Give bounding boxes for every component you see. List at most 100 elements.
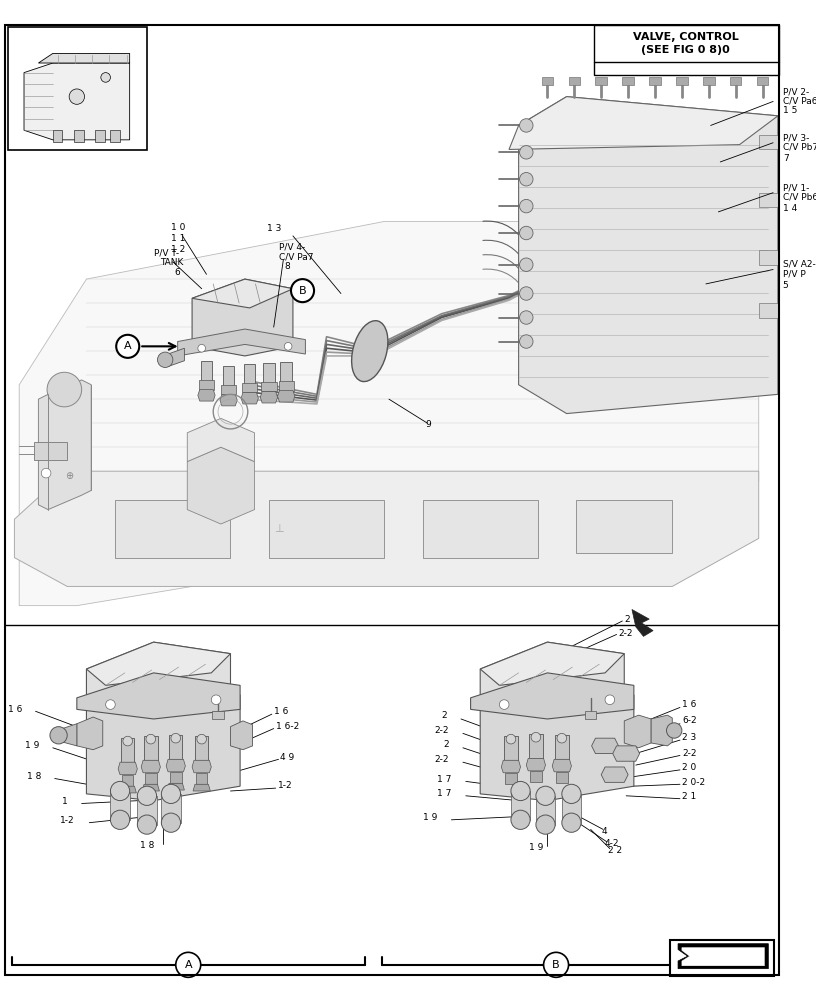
Polygon shape [624, 715, 651, 748]
Bar [199, 380, 214, 390]
Bar [504, 736, 517, 760]
Text: P/V 3-: P/V 3- [783, 133, 809, 142]
Bar [556, 772, 568, 783]
Text: 1 4: 1 4 [783, 204, 797, 213]
Bar [53, 130, 63, 142]
Polygon shape [277, 391, 295, 402]
Circle shape [162, 784, 180, 803]
Polygon shape [38, 380, 91, 510]
Bar [162, 794, 180, 823]
Circle shape [557, 733, 566, 743]
Bar [585, 711, 596, 719]
Text: 4: 4 [601, 827, 607, 836]
Circle shape [197, 734, 206, 744]
Bar [212, 711, 224, 719]
Polygon shape [651, 715, 672, 746]
Text: C/V Pa6: C/V Pa6 [783, 97, 816, 106]
Text: ⊕: ⊕ [65, 471, 73, 481]
Polygon shape [509, 97, 778, 149]
Circle shape [162, 813, 180, 832]
Circle shape [291, 279, 314, 302]
Polygon shape [77, 717, 103, 750]
Bar [7, 27, 147, 150]
Circle shape [520, 199, 533, 213]
Polygon shape [86, 642, 230, 685]
Bar [759, 303, 778, 318]
Bar [650, 77, 661, 85]
Circle shape [137, 786, 157, 805]
Circle shape [171, 733, 180, 743]
Bar [562, 794, 581, 823]
Text: TANK: TANK [161, 258, 184, 267]
Bar [542, 77, 553, 85]
Bar [121, 738, 135, 762]
Bar [596, 77, 607, 85]
Text: P/V 1-: P/V 1- [783, 183, 809, 192]
Text: 2 2: 2 2 [608, 846, 622, 855]
Circle shape [47, 372, 82, 407]
Text: (SEE FIG 0 8)0: (SEE FIG 0 8)0 [641, 45, 730, 55]
Text: 1 2: 1 2 [171, 245, 185, 254]
Circle shape [123, 736, 132, 746]
Text: 2 0: 2 0 [682, 763, 696, 772]
Polygon shape [480, 682, 634, 801]
Polygon shape [86, 682, 240, 801]
Bar [170, 772, 181, 783]
Polygon shape [193, 784, 211, 791]
Bar [95, 130, 104, 142]
Bar [530, 734, 543, 758]
Polygon shape [480, 642, 624, 707]
Text: 1 6: 1 6 [682, 700, 696, 709]
Polygon shape [682, 948, 765, 966]
Bar [122, 775, 134, 786]
Bar [144, 736, 157, 760]
Polygon shape [86, 642, 230, 707]
Text: 5: 5 [783, 281, 788, 290]
Text: 1 6: 1 6 [273, 707, 288, 716]
Circle shape [175, 952, 201, 977]
Text: 1-2: 1-2 [60, 816, 75, 825]
Text: S/V A2-: S/V A2- [783, 260, 815, 269]
Bar [110, 130, 120, 142]
Text: 4-2: 4-2 [605, 839, 619, 848]
Bar [201, 361, 212, 382]
Circle shape [101, 73, 110, 82]
Bar [759, 193, 778, 207]
Text: B: B [552, 960, 560, 970]
Bar [195, 736, 208, 760]
Polygon shape [519, 97, 778, 414]
Bar [110, 791, 130, 820]
Polygon shape [480, 642, 624, 685]
Polygon shape [592, 738, 619, 754]
Circle shape [520, 173, 533, 186]
Polygon shape [188, 447, 255, 524]
Circle shape [543, 952, 569, 977]
Circle shape [520, 335, 533, 348]
Polygon shape [141, 760, 161, 773]
Bar [169, 735, 183, 759]
Text: P/V 4-: P/V 4- [278, 243, 304, 252]
Circle shape [110, 810, 130, 829]
Polygon shape [241, 392, 259, 404]
Text: 2-2: 2-2 [434, 726, 449, 735]
Circle shape [536, 786, 555, 805]
Polygon shape [601, 767, 628, 782]
Bar [511, 791, 530, 820]
Bar [261, 382, 277, 391]
Bar [756, 77, 769, 85]
Bar [759, 135, 778, 149]
Circle shape [137, 815, 157, 834]
Polygon shape [24, 63, 130, 140]
Polygon shape [119, 786, 136, 793]
Circle shape [520, 119, 533, 132]
Bar [730, 77, 742, 85]
Polygon shape [526, 758, 546, 771]
Bar [676, 77, 688, 85]
Polygon shape [38, 53, 130, 63]
Bar [703, 77, 715, 85]
Circle shape [50, 727, 67, 744]
Text: 1 1: 1 1 [171, 234, 185, 243]
Bar [244, 364, 255, 385]
Text: 6: 6 [175, 268, 180, 277]
Polygon shape [471, 673, 634, 719]
